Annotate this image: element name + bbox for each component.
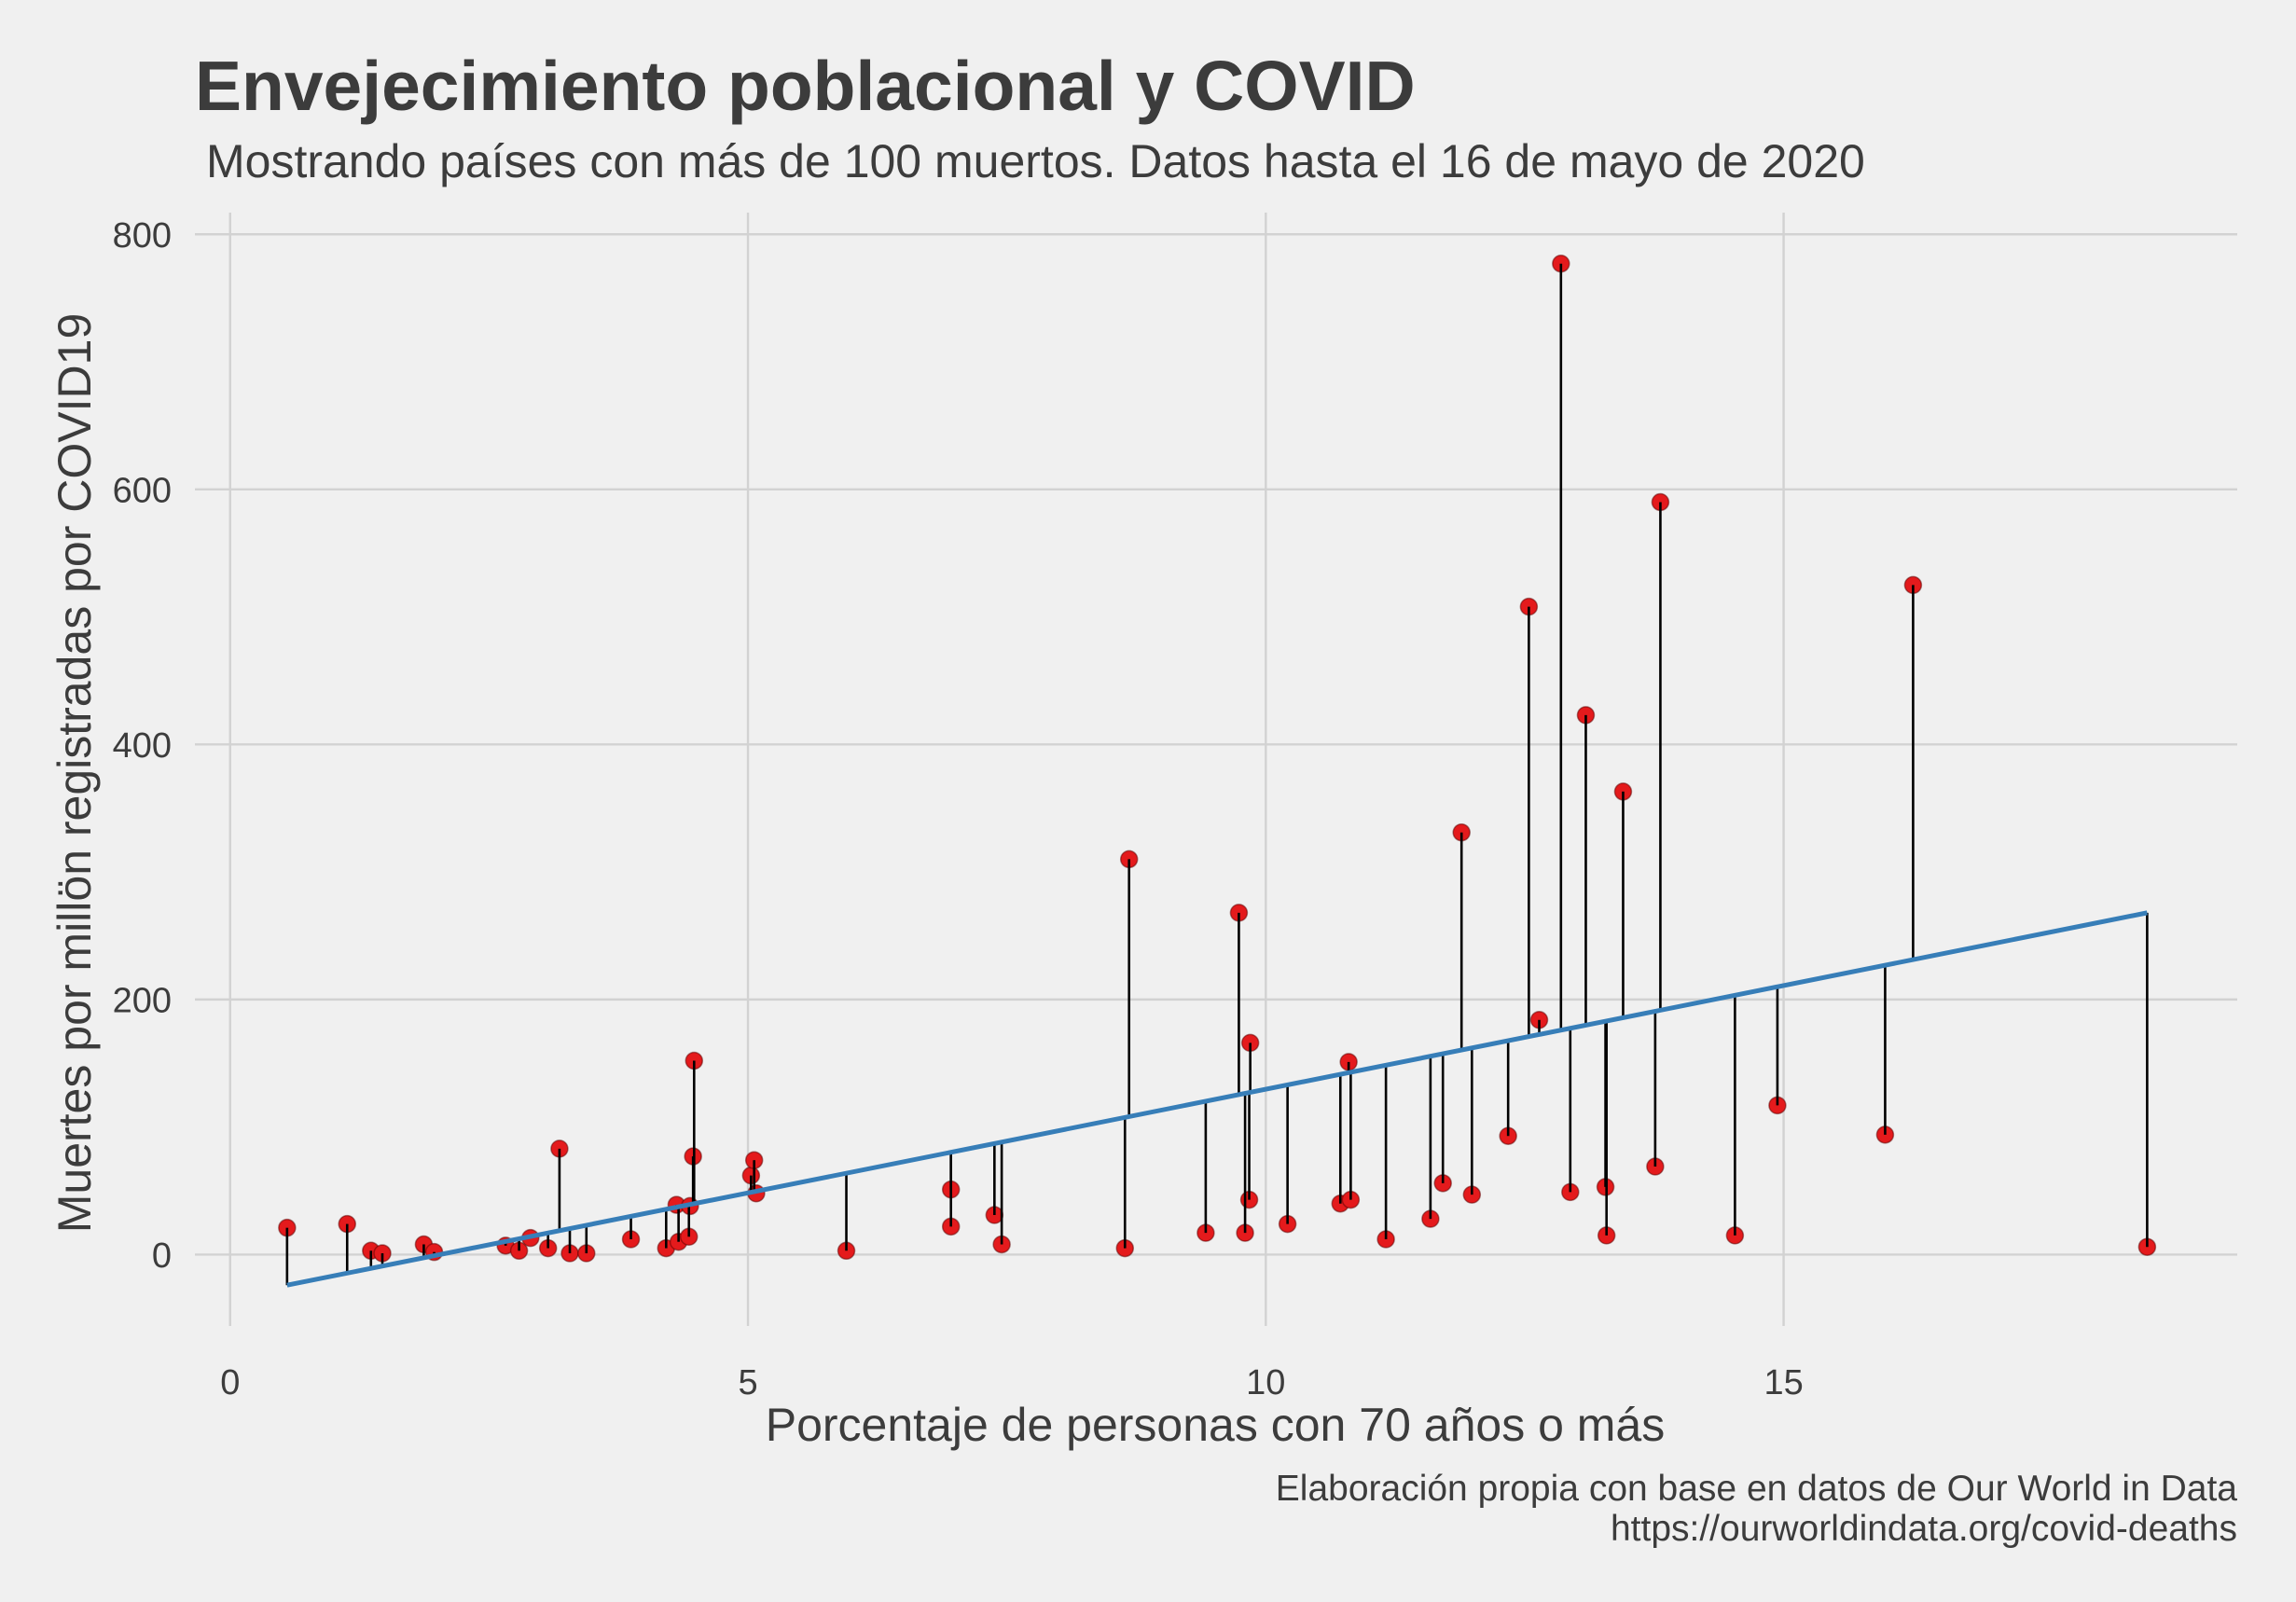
y-tick-label: 200 — [113, 981, 172, 1020]
x-tick-label: 5 — [738, 1363, 757, 1402]
x-axis-ticks: 0 5 10 15 — [220, 1363, 1804, 1402]
y-tick-label: 800 — [113, 216, 172, 255]
residual-segments — [285, 263, 2149, 1286]
x-tick-label: 0 — [220, 1363, 240, 1402]
y-tick-label: 600 — [113, 471, 172, 510]
trend-line-layer — [286, 910, 2148, 1288]
x-tick-label: 15 — [1763, 1363, 1803, 1402]
caption-url: https://ourworldindata.org/covid-deaths — [1611, 1509, 2237, 1549]
plot-grid — [195, 213, 2237, 1326]
y-tick-label: 0 — [152, 1236, 172, 1276]
trend-line — [286, 910, 2148, 1288]
chart-title: Envejecimiento poblacional y COVID — [195, 47, 1416, 125]
chart-subtitle: Mostrando países con más de 100 muertos.… — [206, 135, 1865, 187]
x-axis-title: Porcentaje de personas con 70 años o más — [766, 1399, 1666, 1451]
y-axis-title: Muertes por millön registradas por COVID… — [48, 313, 101, 1234]
y-axis-ticks: 0 200 400 600 800 — [113, 216, 172, 1276]
caption-source: Elaboración propia con base en datos de … — [1276, 1469, 2238, 1509]
x-tick-label: 10 — [1246, 1363, 1285, 1402]
y-tick-label: 400 — [113, 726, 172, 766]
